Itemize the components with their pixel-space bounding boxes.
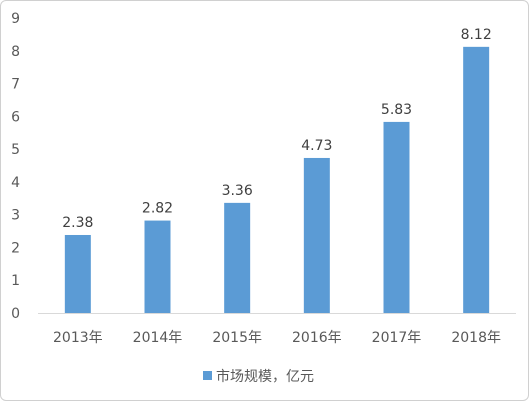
bar xyxy=(224,202,251,313)
bar-value-label: 8.12 xyxy=(461,27,492,43)
y-tick-label: 5 xyxy=(11,142,20,158)
y-tick-label: 2 xyxy=(11,240,20,256)
bar xyxy=(303,157,330,313)
bar xyxy=(383,121,410,314)
bar xyxy=(144,220,171,313)
y-tick-label: 7 xyxy=(11,77,20,93)
y-tick-label: 0 xyxy=(11,306,20,322)
y-tick-label: 6 xyxy=(11,109,20,125)
x-tick-label: 2018年 xyxy=(451,330,501,346)
y-tick-label: 9 xyxy=(11,11,20,27)
bar-value-label: 2.38 xyxy=(62,215,93,231)
x-tick-label: 2014年 xyxy=(133,330,183,346)
bar-value-label: 2.82 xyxy=(142,201,173,217)
y-tick-label: 4 xyxy=(11,175,20,191)
bar-value-label: 5.83 xyxy=(381,102,412,118)
x-axis-tick-labels: 2013年 2014年 2015年 2016年 2017年 2018年 xyxy=(53,330,501,346)
bar-value-label: 4.73 xyxy=(301,138,332,154)
bar xyxy=(463,46,490,313)
x-tick-label: 2016年 xyxy=(292,330,342,346)
y-axis-tick-labels: 0 1 2 3 4 5 6 7 8 9 xyxy=(11,11,20,322)
legend-swatch xyxy=(203,371,212,380)
x-tick-label: 2015年 xyxy=(212,330,262,346)
data-labels: 2.38 2.82 3.36 4.73 5.83 8.12 xyxy=(62,27,492,231)
y-tick-label: 1 xyxy=(11,273,20,289)
y-tick-label: 3 xyxy=(11,208,20,224)
x-tick-label: 2013年 xyxy=(53,330,103,346)
x-tick-label: 2017年 xyxy=(372,330,422,346)
bar-value-label: 3.36 xyxy=(222,183,253,199)
y-tick-label: 8 xyxy=(11,44,20,60)
bar xyxy=(64,234,91,313)
legend-label: 市场规模，亿元 xyxy=(216,368,314,385)
bar-series xyxy=(64,46,490,314)
legend: 市场规模，亿元 xyxy=(203,368,314,385)
